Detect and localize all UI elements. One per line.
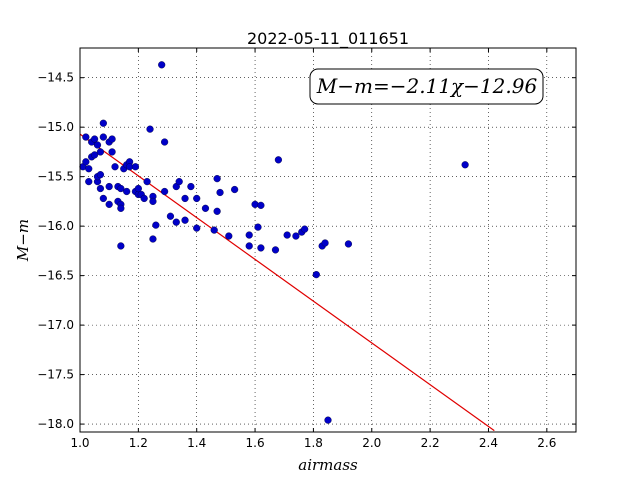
data-point (181, 194, 189, 203)
data-point (158, 61, 166, 69)
x-axis-label: airmass (298, 456, 358, 474)
data-point (111, 163, 119, 171)
data-point (90, 151, 99, 159)
data-point (105, 200, 113, 208)
data-point (85, 165, 93, 173)
data-point (245, 231, 253, 239)
chart-title: 2022-05-11_011651 (247, 29, 409, 49)
y-tick-label: −17.5 (37, 368, 74, 382)
grid-lines (79, 48, 576, 432)
data-point (96, 148, 105, 156)
data-point (85, 178, 93, 186)
fit-equation-box: M−m=−2.11χ−12.96 (309, 68, 544, 105)
data-point (312, 271, 320, 279)
plot-frame (79, 47, 577, 433)
data-point (283, 231, 291, 239)
x-tick-label: 1.2 (129, 436, 148, 450)
data-point (96, 171, 105, 179)
data-point (301, 225, 309, 233)
data-point (181, 216, 189, 224)
data-point (210, 226, 218, 234)
y-tick-label: −18.0 (37, 417, 74, 431)
data-point (292, 232, 300, 240)
data-point (321, 239, 329, 247)
data-point (123, 187, 131, 196)
data-point (161, 187, 169, 196)
data-point (105, 182, 113, 191)
x-tick-label: 2.2 (421, 436, 440, 450)
data-point (461, 161, 469, 169)
y-axis-label: M−m (14, 219, 32, 262)
data-point (99, 194, 107, 203)
data-point (117, 184, 125, 193)
data-point (117, 242, 125, 250)
data-point (108, 148, 116, 156)
data-point (245, 242, 253, 250)
x-tick-label: 2.6 (537, 436, 556, 450)
data-point (152, 221, 160, 229)
data-point (90, 135, 99, 143)
data-point (149, 235, 157, 243)
data-point (213, 175, 221, 183)
data-point (193, 224, 201, 232)
data-point (271, 246, 280, 254)
data-point (225, 232, 233, 240)
y-tick-label: −15.0 (37, 120, 74, 134)
data-point (344, 240, 353, 248)
data-points (79, 61, 469, 424)
data-point (161, 138, 169, 146)
x-tick-label: 1.0 (70, 436, 89, 450)
data-point (274, 156, 283, 164)
data-point (108, 135, 116, 143)
data-point (134, 184, 142, 193)
y-tick-label: −17.0 (37, 318, 74, 332)
data-point (82, 133, 90, 141)
data-point (117, 204, 125, 212)
data-point (143, 178, 151, 186)
data-point (254, 223, 262, 231)
data-point (324, 416, 332, 424)
data-point (216, 188, 224, 197)
data-point (131, 163, 140, 171)
y-tick-label: −15.5 (37, 170, 74, 184)
equation-box-frame (309, 68, 544, 105)
data-point (149, 197, 157, 206)
x-tick-label: 1.8 (304, 436, 323, 450)
data-point (166, 212, 175, 220)
data-point (231, 185, 239, 194)
fit-equation-text: M−m=−2.11χ−12.96 (316, 74, 538, 98)
data-point (96, 184, 105, 193)
data-point (140, 194, 148, 203)
data-point (257, 201, 265, 209)
x-tick-label: 1.6 (246, 436, 265, 450)
y-tick-label: −16.5 (37, 269, 74, 283)
x-tick-label: 2.4 (479, 436, 498, 450)
data-point (175, 178, 183, 186)
data-point (213, 207, 221, 215)
data-point (172, 218, 180, 226)
data-point (146, 125, 154, 133)
data-point (193, 194, 201, 203)
data-point (99, 133, 107, 141)
x-tick-label: 1.4 (187, 436, 206, 450)
data-point (82, 158, 90, 166)
x-tick-label: 2.0 (362, 436, 381, 450)
axis-ticks: 1.0 1.2 1.4 1.6 1.8 2.0 2.2 2.4 2.6 −14.5 −15.0 −15… (37, 48, 576, 450)
y-tick-label: −14.5 (37, 71, 74, 85)
data-point (201, 204, 210, 212)
data-point (187, 182, 195, 191)
data-point (99, 119, 107, 127)
data-point (257, 244, 265, 252)
data-point (93, 141, 102, 149)
y-tick-label: −16.0 (37, 219, 74, 233)
